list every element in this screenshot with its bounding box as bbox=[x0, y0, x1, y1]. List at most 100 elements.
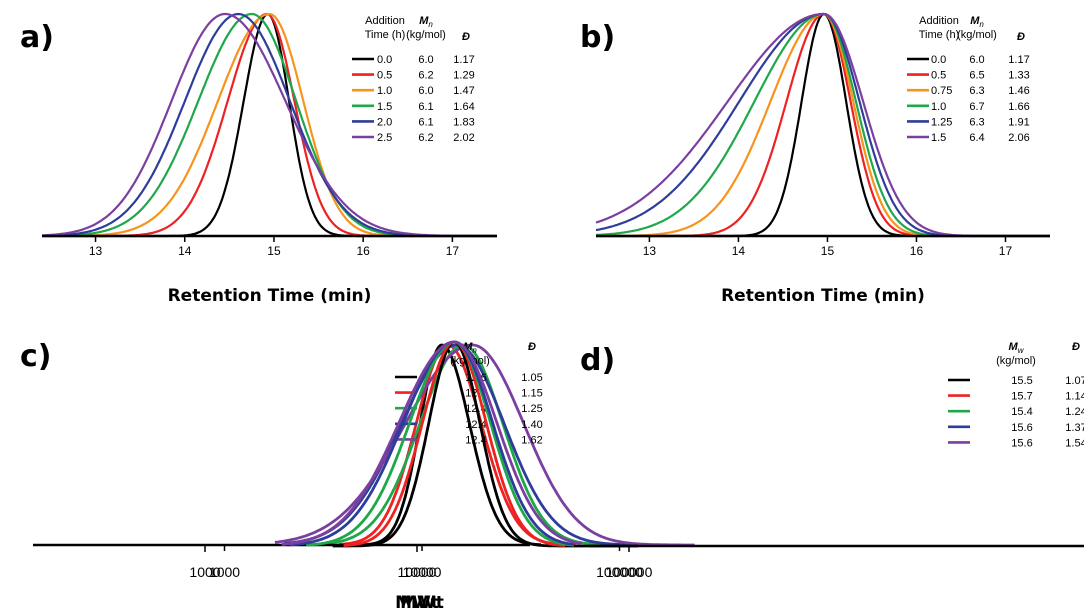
legend-header-dispersity-line-1: Đ bbox=[1017, 31, 1025, 43]
legend-label: 0.5 bbox=[377, 70, 392, 82]
legend-dispersity-value: 1.14 bbox=[1065, 391, 1084, 403]
x-axis-title: Retention Time (min) bbox=[721, 286, 925, 306]
legend-dispersity-value: 1.91 bbox=[1008, 116, 1029, 128]
legend-dispersity-value: 1.05 bbox=[521, 372, 542, 384]
legend-dispersity-value: 1.17 bbox=[1008, 54, 1029, 66]
legend-dispersity-value: 1.83 bbox=[453, 116, 474, 128]
legend-header-group-line-2: Time (h) bbox=[919, 29, 960, 41]
legend-mn-value: 6.1 bbox=[418, 116, 433, 128]
x-tick-label: 100000 bbox=[606, 564, 653, 580]
x-tick-label: 13 bbox=[89, 244, 103, 258]
x-tick-label: 10000 bbox=[398, 564, 437, 580]
legend-mn-value: 6.1 bbox=[418, 101, 433, 113]
x-tick-label: 15 bbox=[821, 244, 835, 258]
legend: Addition Time (h) Mn(kg/mol) Đ 0.0 6.0 1.17 0.5… bbox=[352, 15, 475, 144]
legend-mn-value: 6.5 bbox=[969, 70, 984, 82]
x-tick-label: 15 bbox=[267, 244, 281, 258]
legend-dispersity-value: 1.62 bbox=[521, 434, 542, 446]
legend-dispersity-value: 2.06 bbox=[1008, 132, 1029, 144]
series-line-5 bbox=[281, 340, 583, 546]
legend-dispersity-value: 1.29 bbox=[453, 70, 474, 82]
legend-mn-value: 6.7 bbox=[969, 101, 984, 113]
legend-label: 0.0 bbox=[931, 54, 946, 66]
series-line-4 bbox=[289, 340, 575, 547]
legend-header-mn-line-1: Mn bbox=[419, 15, 433, 29]
legend-mn-value: 15.7 bbox=[1011, 391, 1032, 403]
panel-letter: d) bbox=[580, 343, 615, 378]
legend-dispersity-value: 1.33 bbox=[1008, 70, 1029, 82]
series-line-1 bbox=[332, 340, 638, 548]
legend: Addition Time (h) Mn(kg/mol) Đ 0.0 6.0 1.17 0.5… bbox=[907, 15, 1030, 144]
x-axis-title: MWt bbox=[395, 593, 439, 610]
x-tick-label: 13 bbox=[643, 244, 657, 258]
legend-header-dispersity-line-1: Đ bbox=[462, 31, 470, 43]
legend-header-mn-line-1: Mn bbox=[970, 15, 984, 29]
panel-d: d) 1000 10000 100000 MWt Mw(kg/mol) Đ 15.5 1.07 1… bbox=[189, 340, 1084, 610]
x-tick-label: 16 bbox=[356, 244, 370, 258]
x-tick-label: 10000 bbox=[403, 564, 442, 580]
panel-a: a) 13 14 15 16 17 Retention Time (min) Addition… bbox=[20, 12, 497, 306]
legend-label: 0.0 bbox=[377, 54, 392, 66]
legend-label: 1.5 bbox=[377, 101, 392, 113]
legend-dispersity-value: 2.02 bbox=[453, 132, 474, 144]
legend-mn-value: 6.0 bbox=[418, 54, 433, 66]
x-tick-label: 14 bbox=[732, 244, 746, 258]
panel-letter: b) bbox=[580, 20, 615, 55]
legend-dispersity-value: 1.46 bbox=[1008, 85, 1029, 97]
legend-label: 0.5 bbox=[931, 70, 946, 82]
legend-header-mn-line-2: (kg/mol) bbox=[406, 29, 446, 41]
legend-header-dispersity-line-1: Đ bbox=[528, 341, 536, 353]
series-line-3 bbox=[305, 340, 575, 547]
x-tick-label: 16 bbox=[910, 244, 924, 258]
legend: Mw(kg/mol) Đ 15.5 1.07 15.7 1.14 15.4 1.24 15.6 1… bbox=[948, 341, 1084, 449]
legend-label: 1.25 bbox=[931, 116, 952, 128]
panel-letter: c) bbox=[20, 339, 52, 374]
legend-mn-value: 15.6 bbox=[1011, 422, 1032, 434]
legend-mn-value: 6.3 bbox=[969, 116, 984, 128]
panel-letter: a) bbox=[20, 20, 54, 55]
legend-label: 1.0 bbox=[377, 85, 392, 97]
legend-dispersity-value: 1.25 bbox=[521, 403, 542, 415]
legend-mn-value: 15.4 bbox=[1011, 406, 1032, 418]
series-line-5 bbox=[274, 343, 695, 547]
legend-mn-value: 6.0 bbox=[969, 54, 984, 66]
legend-mn-value: 6.3 bbox=[969, 85, 984, 97]
x-tick-label: 17 bbox=[446, 244, 460, 258]
legend-dispersity-value: 1.40 bbox=[521, 419, 542, 431]
legend-label: 2.5 bbox=[377, 132, 392, 144]
legend-mn-value: 6.2 bbox=[418, 70, 433, 82]
legend-mn-value: 12.4 bbox=[465, 434, 486, 446]
legend-dispersity-value: 1.37 bbox=[1065, 422, 1084, 434]
legend-label: 0.75 bbox=[931, 85, 952, 97]
legend-dispersity-value: 1.64 bbox=[453, 101, 474, 113]
legend-dispersity-value: 1.66 bbox=[1008, 101, 1029, 113]
legend-label: 1.5 bbox=[931, 132, 946, 144]
panel-b: b) 13 14 15 16 17 Retention Time (min) Addition… bbox=[580, 12, 1050, 306]
legend-header-group-line-2: Time (h) bbox=[365, 29, 406, 41]
series-line-1 bbox=[361, 343, 542, 547]
legend-header-mn-line-1: Mn bbox=[463, 341, 477, 355]
legend-header-mn-line-1: Mw bbox=[1009, 341, 1025, 355]
legend-label: 1.0 bbox=[931, 101, 946, 113]
legend-mn-value: 6.2 bbox=[418, 132, 433, 144]
legend-dispersity-value: 1.17 bbox=[453, 54, 474, 66]
legend-dispersity-value: 1.47 bbox=[453, 85, 474, 97]
x-axis-title: Retention Time (min) bbox=[168, 286, 372, 306]
legend-mn-value: 15.6 bbox=[1011, 437, 1032, 449]
legend-mn-value: 6.4 bbox=[969, 132, 984, 144]
legend-dispersity-value: 1.15 bbox=[521, 388, 542, 400]
x-tick-label: 1000 bbox=[189, 564, 220, 580]
x-axis-title: MWt bbox=[400, 593, 444, 610]
legend-mn-value: 12.4 bbox=[465, 419, 486, 431]
legend-dispersity-value: 1.24 bbox=[1065, 406, 1084, 418]
legend-header-mn-line-2: (kg/mol) bbox=[996, 355, 1036, 367]
legend-mn-value: 15.5 bbox=[1011, 375, 1032, 387]
legend-mn-value: 6.0 bbox=[418, 85, 433, 97]
legend-dispersity-value: 1.54 bbox=[1065, 437, 1084, 449]
x-tick-label: 1000 bbox=[209, 564, 240, 580]
x-tick-label: 100000 bbox=[596, 564, 643, 580]
legend-dispersity-value: 1.07 bbox=[1065, 375, 1084, 387]
legend-header-mn-line-2: (kg/mol) bbox=[957, 29, 997, 41]
